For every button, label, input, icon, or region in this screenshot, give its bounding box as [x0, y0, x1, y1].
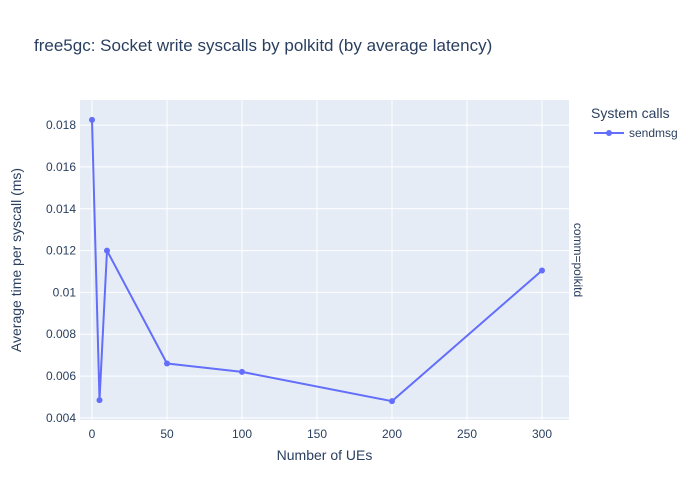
data-point[interactable]	[164, 360, 170, 367]
data-point[interactable]	[539, 267, 545, 274]
legend-item-sendmsg[interactable]: sendmsg	[594, 126, 678, 140]
y-axis-ticks: 0.004 0.006 0.008 0.01 0.012 0.014 0.016 0.018	[46, 118, 76, 425]
y-tick-label: 0.014	[46, 202, 76, 216]
x-tick-label: 150	[307, 427, 327, 441]
data-point[interactable]	[389, 398, 395, 405]
legend-title: System calls	[591, 105, 670, 121]
data-point[interactable]	[239, 368, 245, 375]
x-axis-title: Number of UEs	[277, 447, 373, 463]
y-axis-title: Average time per syscall (ms)	[8, 168, 24, 352]
y-gridlines	[80, 124, 569, 419]
x-gridlines	[91, 100, 543, 420]
legend: System calls sendmsg	[591, 105, 678, 140]
x-tick-label: 200	[382, 427, 402, 441]
y-tick-label: 0.012	[46, 244, 76, 258]
y-tick-label: 0.018	[46, 118, 76, 132]
chart-title: free5gc: Socket write syscalls by polkit…	[34, 36, 492, 55]
facet-label: comm=polkitd	[571, 223, 585, 297]
plot-area	[80, 100, 569, 420]
legend-swatch-marker	[606, 130, 612, 136]
series-layer	[89, 116, 545, 405]
y-tick-label: 0.008	[46, 327, 76, 341]
x-tick-label: 250	[457, 427, 477, 441]
x-tick-label: 50	[160, 427, 174, 441]
y-tick-label: 0.016	[46, 160, 76, 174]
y-tick-label: 0.006	[46, 369, 76, 383]
data-point[interactable]	[96, 397, 103, 404]
y-tick-label: 0.01	[53, 285, 77, 299]
legend-label-sendmsg: sendmsg	[629, 126, 678, 140]
x-axis-ticks: 0 50 100 150 200 250 300	[89, 427, 553, 441]
y-tick-label: 0.004	[46, 411, 76, 425]
x-tick-label: 0	[89, 427, 96, 441]
data-point[interactable]	[89, 116, 95, 123]
x-tick-label: 100	[232, 427, 252, 441]
data-point[interactable]	[104, 247, 110, 254]
x-tick-label: 300	[532, 427, 552, 441]
